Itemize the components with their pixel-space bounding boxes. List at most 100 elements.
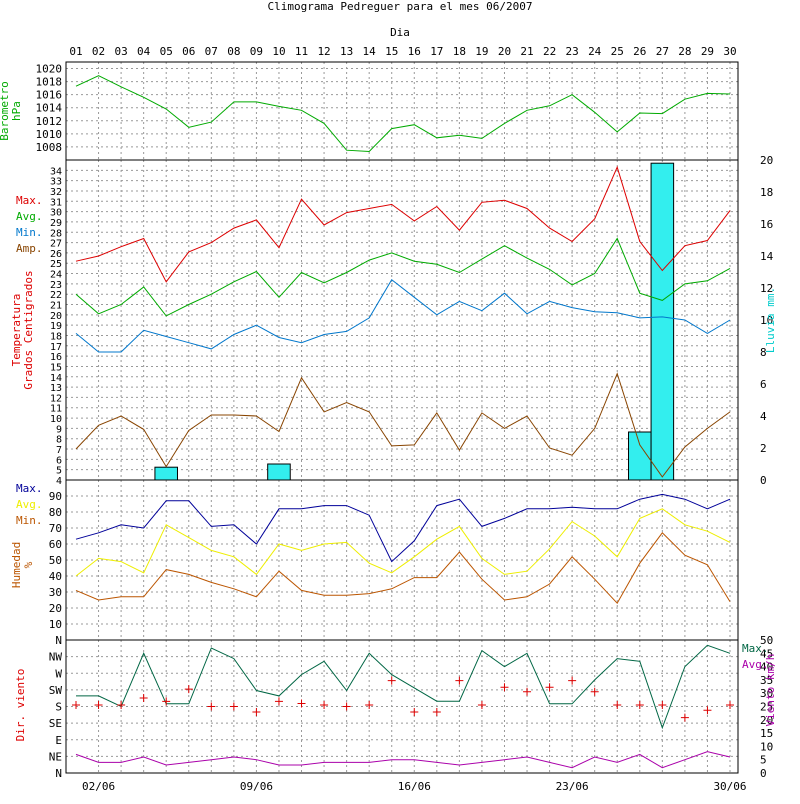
chart-title: Climograma Pedreguer para el mes 06/2007 [268,0,533,13]
temperature-tick-label: 27 [50,239,62,250]
day-tick-label: 18 [453,45,466,58]
temperature-tick-label: 13 [50,383,62,394]
temperature-tick-label: 10 [50,414,62,425]
wind-direction-marker [432,708,441,717]
temp-amp-line [75,372,731,478]
date-tick-label: 16/06 [398,780,431,793]
barometer-tick-label: 1016 [36,89,63,102]
day-tick-label: 12 [317,45,330,58]
humidity-top-label: N [55,634,62,647]
wind-speed-tick-label: 15 [760,727,773,740]
temperature-tick-label: 28 [50,228,62,239]
humidity-tick-label: 40 [49,570,62,583]
day-tick-label: 04 [137,45,151,58]
barometer-tick-label: 1020 [36,63,63,76]
temperature-axis-label: Temperatura [10,294,23,367]
wind-legend-item: Max. [742,642,769,655]
rain-tick-label: 20 [760,154,773,167]
temperature-tick-label: 34 [50,166,62,177]
wind-speed-tick-label: 50 [760,634,773,647]
day-tick-label: 22 [543,45,556,58]
temp-max-line [75,165,731,283]
day-tick-label: 16 [408,45,421,58]
day-tick-label: 26 [633,45,646,58]
temperature-tick-label: 19 [50,321,62,332]
wind-direction-marker [184,685,193,694]
wind-direction-marker [387,676,396,685]
temperature-tick-label: 6 [56,455,62,466]
day-tick-label: 10 [272,45,285,58]
wind-direction-marker [658,701,667,710]
temperature-tick-label: 20 [50,311,62,322]
wind-panel [65,639,739,774]
rain-bar [154,466,178,481]
day-tick-label: 15 [385,45,398,58]
humidity-axis-label: Humedad [10,542,23,588]
wind-direction-marker [162,697,171,706]
day-tick-label: 08 [227,45,240,58]
wind-dir-tick-label: N [55,767,62,780]
day-tick-label: 05 [160,45,173,58]
rain-tick-label: 2 [760,442,767,455]
humidity-tick-label: 70 [49,522,62,535]
temperature-tick-label: 15 [50,362,62,373]
barometer-tick-label: 1010 [36,128,63,141]
temperature-tick-label: 7 [56,445,62,456]
temperature-tick-label: 33 [50,177,62,188]
day-axis-label: Dia [390,26,410,39]
day-tick-label: 17 [430,45,443,58]
wind-direction-marker [274,697,283,706]
date-tick-label: 09/06 [240,780,273,793]
rain-tick-label: 0 [760,474,767,487]
date-tick-label: 23/06 [556,780,589,793]
wind-direction-marker [477,701,486,710]
rain-tick-label: 6 [760,378,767,391]
humidity-legend-item: Max. [16,482,43,495]
wind-dir-tick-label: SE [49,717,62,730]
barometer-axis-label: hPa [10,101,23,121]
barometer-tick-label: 1014 [36,102,63,115]
day-tick-label: 06 [182,45,195,58]
temperature-tick-label: 18 [50,331,62,342]
wind-dir-tick-label: NE [49,750,62,763]
temperature-tick-label: 32 [50,187,62,198]
temperature-tick-label: 31 [50,197,62,208]
rain-tick-label: 16 [760,218,773,231]
temperature-tick-label: 5 [56,466,62,477]
rain-bar [267,463,291,481]
wind-speed-tick-label: 20 [760,714,773,727]
wind-direction-marker [229,702,238,711]
wind-direction-marker [139,694,148,703]
wind-direction-marker [72,701,80,710]
humidity-tick-label: 80 [49,506,62,519]
wind-direction-marker [703,706,712,715]
day-tick-label: 07 [205,45,218,58]
day-tick-label: 09 [250,45,263,58]
wind-direction-marker [568,676,577,685]
barometer-panel [65,61,739,161]
wind-dir-tick-label: W [55,667,62,680]
temperature-tick-label: 12 [50,393,62,404]
day-tick-label: 23 [566,45,579,58]
humidity-min-line [75,532,731,605]
wind-direction-marker [500,683,509,692]
wind-legend-item: Avg. [742,658,769,671]
temperature-tick-label: 30 [50,208,62,219]
temperature-tick-label: 29 [50,218,62,229]
day-tick-label: 30 [723,45,736,58]
day-tick-label: 20 [498,45,511,58]
humidity-legend-item: Min. [16,514,43,527]
wind-direction-marker [726,701,734,710]
barometer-tick-label: 1012 [36,115,63,128]
wind-max-line [76,644,731,730]
wind-direction-marker [590,687,599,696]
rain-tick-label: 12 [760,282,773,295]
temperature-tick-label: 14 [50,373,62,384]
day-tick-label: 28 [678,45,691,58]
temperature-legend-item: Avg. [16,210,43,223]
wind-direction-marker [545,683,554,692]
humidity-legend-item: Avg. [16,498,43,511]
rain-tick-label: 4 [760,410,767,423]
wind-speed-tick-label: 25 [760,701,773,714]
